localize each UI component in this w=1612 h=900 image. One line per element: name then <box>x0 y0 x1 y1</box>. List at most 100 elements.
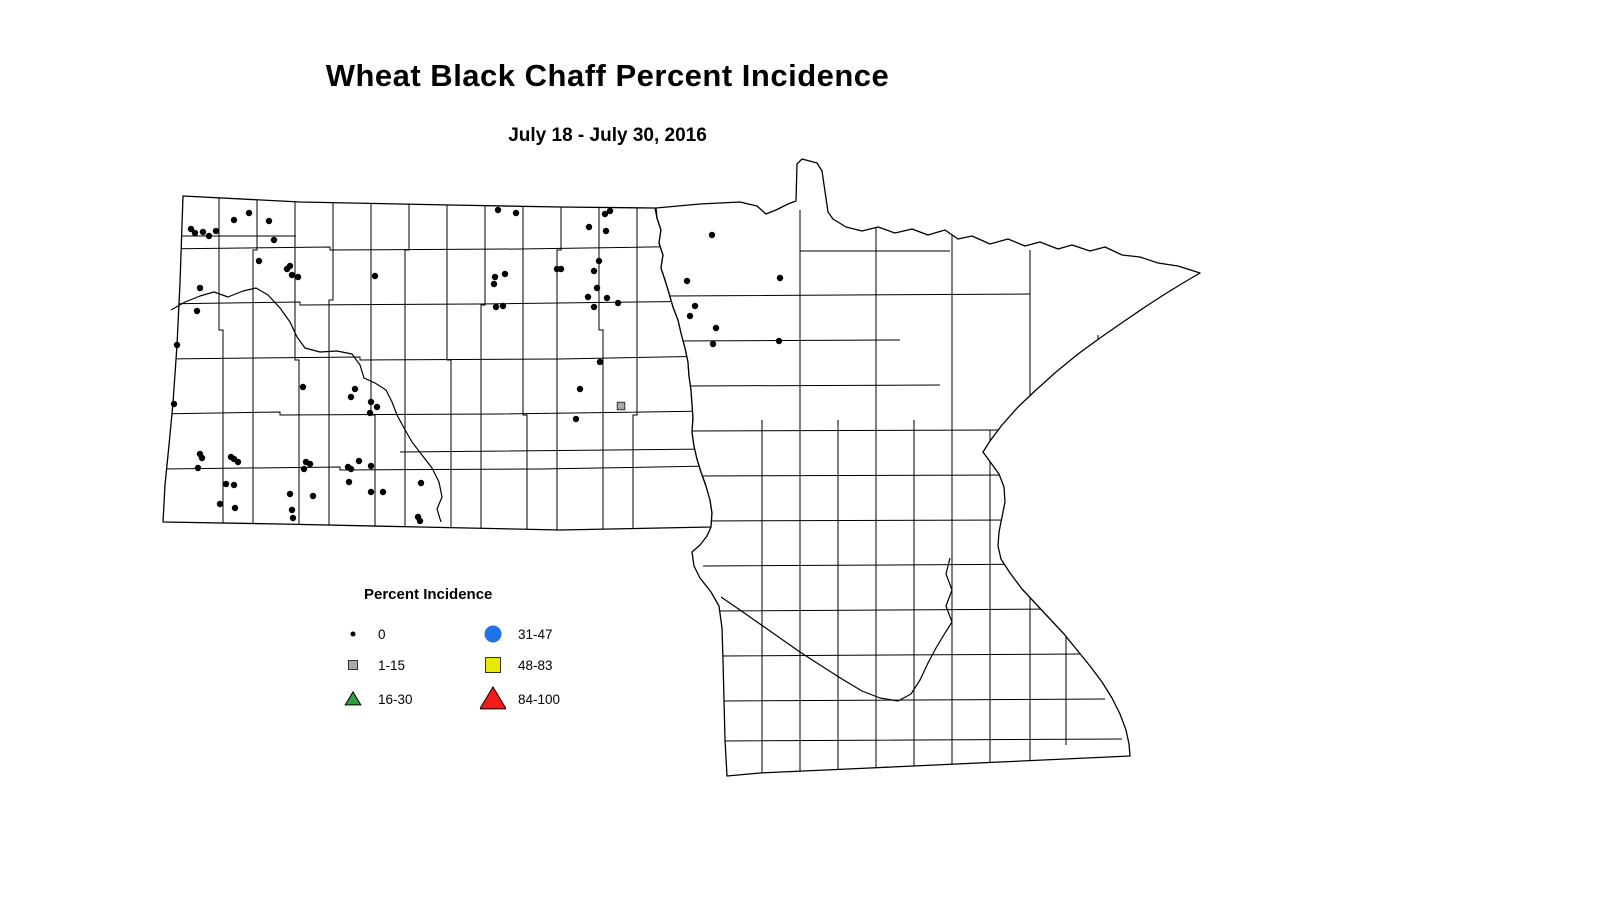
data-point-0 <box>709 340 717 348</box>
data-point-0 <box>309 492 317 500</box>
black-dot-icon <box>340 621 366 647</box>
data-point-0 <box>603 294 611 302</box>
data-point-0 <box>596 358 604 366</box>
data-point-0 <box>572 415 580 423</box>
legend-label: 31-47 <box>518 626 553 642</box>
legend-item-48-83: 48-83 <box>480 652 650 678</box>
data-point-0 <box>416 517 424 525</box>
legend-grid: 0 1-15 16-30 31-47 48-83 84-100 <box>340 619 670 717</box>
legend-label: 48-83 <box>518 657 553 673</box>
data-point-0 <box>205 232 213 240</box>
data-point-0 <box>212 227 220 235</box>
gray-square-icon <box>340 652 366 678</box>
data-point-0 <box>306 460 314 468</box>
data-point-0 <box>590 303 598 311</box>
data-point-0 <box>288 506 296 514</box>
data-point-0 <box>501 270 509 278</box>
data-point-0 <box>289 514 297 522</box>
data-point-0 <box>230 481 238 489</box>
mn-county-lines <box>667 210 1123 776</box>
legend-label: 84-100 <box>518 691 561 707</box>
data-point-0 <box>584 293 592 301</box>
data-point-0 <box>265 217 273 225</box>
data-point-0 <box>187 225 195 233</box>
data-point-0 <box>712 324 720 332</box>
data-point-0 <box>379 488 387 496</box>
data-point-0 <box>198 454 206 462</box>
data-point-0 <box>199 228 207 236</box>
data-point-0 <box>367 462 375 470</box>
data-point-0 <box>170 400 178 408</box>
data-point-0 <box>216 500 224 508</box>
legend-item-31-47: 31-47 <box>480 621 650 647</box>
blue-circle-icon <box>480 621 506 647</box>
data-point-0 <box>490 280 498 288</box>
legend-label: 16-30 <box>378 691 413 707</box>
data-point-0 <box>606 207 614 215</box>
data-point-0 <box>230 216 238 224</box>
data-point-0 <box>234 458 242 466</box>
legend-label: 1-15 <box>378 657 406 673</box>
data-point-0 <box>286 490 294 498</box>
data-point-0 <box>286 262 294 270</box>
data-point-0 <box>294 273 302 281</box>
red-triangle-icon <box>480 686 506 712</box>
legend-item-16-30: 16-30 <box>340 686 480 712</box>
minnesota-outline <box>655 158 1201 777</box>
data-point-0 <box>367 398 375 406</box>
data-point-0 <box>231 504 239 512</box>
legend-item-0: 0 <box>340 621 480 647</box>
data-point-0 <box>255 257 263 265</box>
data-point-0 <box>593 284 601 292</box>
data-point-0 <box>683 277 691 285</box>
data-point-0 <box>194 464 202 472</box>
data-point-0 <box>196 284 204 292</box>
data-point-0 <box>557 265 565 273</box>
legend-title: Percent Incidence <box>364 586 493 603</box>
data-point-0 <box>351 385 359 393</box>
legend-label: 0 <box>378 626 386 642</box>
map-points-layer <box>170 206 784 525</box>
data-point-0 <box>499 302 507 310</box>
data-point-0 <box>345 478 353 486</box>
data-point-0 <box>614 299 622 307</box>
data-point-0 <box>595 257 603 265</box>
data-point-0 <box>300 465 308 473</box>
data-point-0 <box>173 341 181 349</box>
data-point-0 <box>222 480 230 488</box>
data-point-0 <box>686 312 694 320</box>
data-point-0 <box>193 307 201 315</box>
page-subtitle: July 18 - July 30, 2016 <box>508 125 707 146</box>
data-point-0 <box>355 457 363 465</box>
data-point-0 <box>299 383 307 391</box>
data-point-0 <box>366 409 374 417</box>
legend: Percent Incidence 0 1-15 16-30 31-47 48-… <box>340 586 670 717</box>
data-point-0 <box>417 479 425 487</box>
data-point-0 <box>491 273 499 281</box>
data-point-0 <box>576 385 584 393</box>
data-point-0 <box>590 267 598 275</box>
data-point-0 <box>191 229 199 237</box>
data-point-0 <box>494 206 502 214</box>
data-point-0 <box>776 274 784 282</box>
data-point-0 <box>245 209 253 217</box>
page-title: Wheat Black Chaff Percent Incidence <box>325 58 890 93</box>
data-point-0 <box>492 303 500 311</box>
minnesota-river <box>720 557 953 702</box>
data-point-1-15 <box>616 401 626 411</box>
data-point-0 <box>288 271 296 279</box>
data-point-0 <box>601 210 609 218</box>
data-point-0 <box>602 227 610 235</box>
data-point-0 <box>371 272 379 280</box>
data-point-0 <box>512 209 520 217</box>
data-point-0 <box>691 302 699 310</box>
legend-item-84-100: 84-100 <box>480 686 650 712</box>
data-point-0 <box>347 393 355 401</box>
missouri-river <box>170 287 443 523</box>
data-point-0 <box>367 488 375 496</box>
data-point-0 <box>775 337 783 345</box>
data-point-0 <box>373 403 381 411</box>
yellow-square-icon <box>480 652 506 678</box>
data-point-0 <box>708 231 716 239</box>
